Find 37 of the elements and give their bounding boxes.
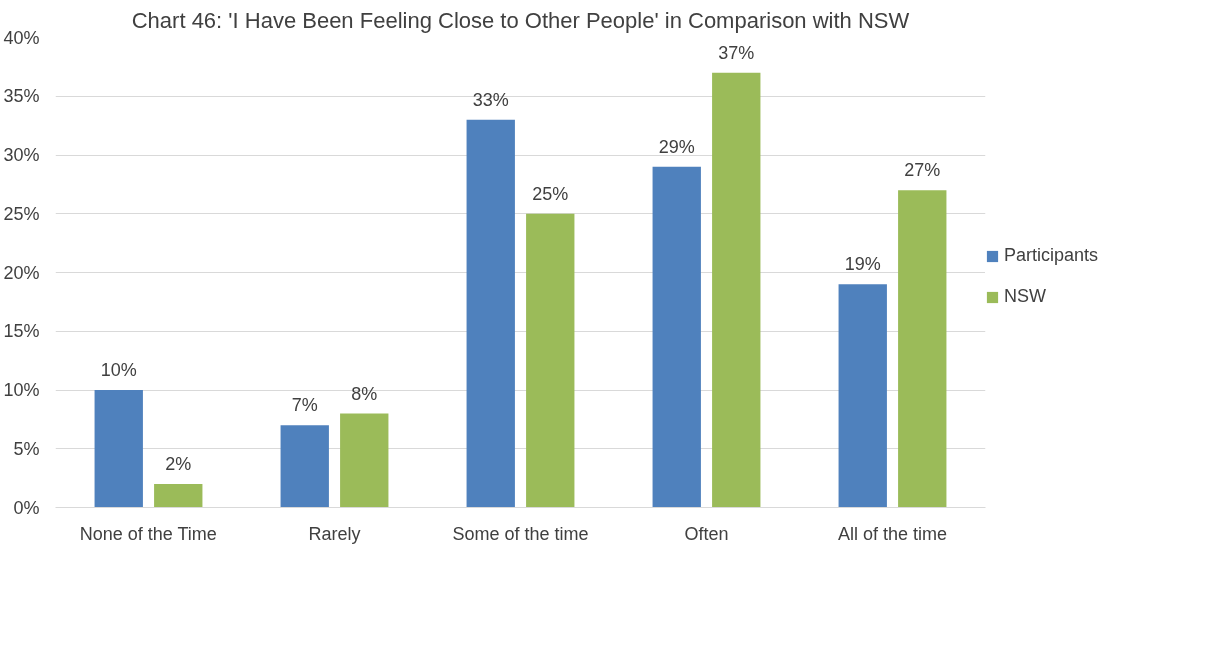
data-label: 37% bbox=[718, 42, 755, 63]
legend-label: Participants bbox=[1004, 245, 1099, 266]
y-tick-label: 15% bbox=[3, 321, 40, 342]
bar bbox=[280, 425, 329, 508]
bar bbox=[838, 284, 887, 508]
x-tick-label: Rarely bbox=[308, 523, 361, 544]
data-label: 2% bbox=[165, 454, 192, 474]
y-tick-label: 25% bbox=[3, 203, 40, 224]
bar bbox=[652, 166, 701, 508]
bar bbox=[712, 72, 761, 508]
y-tick-label: 5% bbox=[13, 438, 40, 459]
bar bbox=[340, 413, 389, 508]
data-label: 29% bbox=[658, 136, 695, 157]
data-label: 8% bbox=[351, 383, 378, 404]
y-tick-label: 0% bbox=[13, 497, 40, 518]
data-label: 27% bbox=[904, 160, 941, 181]
y-tick-label: 30% bbox=[3, 145, 40, 165]
bar bbox=[94, 390, 143, 508]
y-tick-label: 40% bbox=[3, 27, 40, 48]
data-label: 25% bbox=[532, 183, 569, 204]
legend-label: NSW bbox=[1004, 286, 1046, 307]
bar bbox=[526, 213, 575, 508]
x-tick-label: All of the time bbox=[837, 523, 948, 544]
x-tick-label: Some of the time bbox=[452, 523, 589, 544]
y-tick-label: 10% bbox=[3, 380, 40, 400]
y-tick-label: 20% bbox=[3, 262, 40, 283]
x-tick-label: Often bbox=[684, 523, 729, 544]
data-label: 33% bbox=[472, 89, 509, 110]
bar bbox=[898, 190, 947, 508]
chart-title: Chart 46: 'I Have Been Feeling Close to Other People' in Comparison with NSW bbox=[131, 7, 910, 33]
data-label: 19% bbox=[844, 254, 881, 275]
data-label: 10% bbox=[100, 360, 137, 380]
data-label: 7% bbox=[291, 395, 318, 416]
x-tick-label: None of the Time bbox=[79, 523, 217, 544]
bar bbox=[154, 484, 203, 508]
bar bbox=[466, 119, 515, 508]
y-tick-label: 35% bbox=[3, 86, 40, 107]
